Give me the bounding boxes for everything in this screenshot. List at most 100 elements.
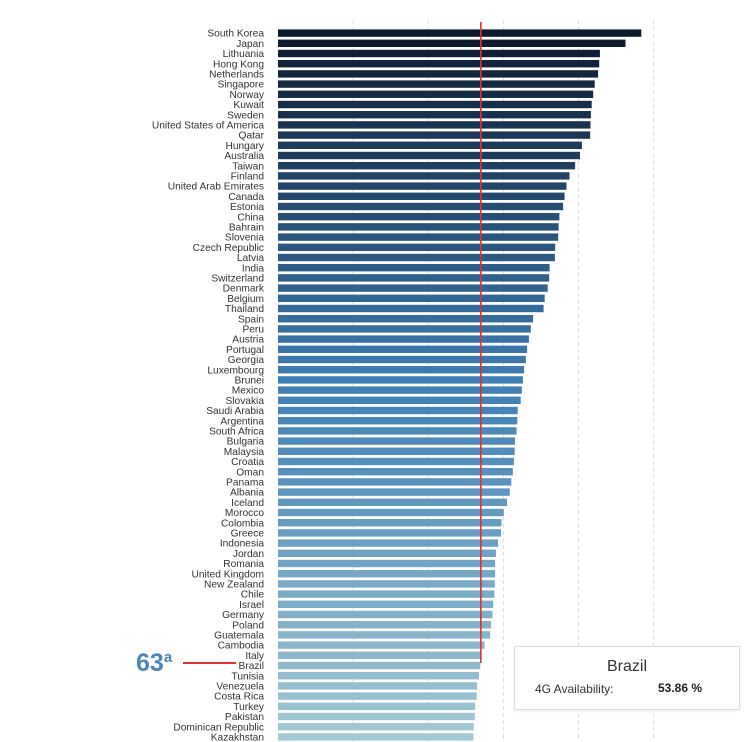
bar[interactable] xyxy=(278,508,504,517)
rank-pointer-line xyxy=(183,662,236,664)
bar[interactable] xyxy=(278,723,474,731)
bar[interactable] xyxy=(278,100,592,109)
bar[interactable] xyxy=(278,141,582,149)
bar[interactable] xyxy=(278,417,518,425)
bar[interactable] xyxy=(278,661,481,670)
bar[interactable] xyxy=(278,692,477,700)
bar[interactable] xyxy=(278,396,521,404)
bar[interactable] xyxy=(278,121,591,129)
bar[interactable] xyxy=(278,457,514,466)
bar[interactable] xyxy=(278,345,528,353)
bar[interactable] xyxy=(278,151,580,160)
bar[interactable] xyxy=(278,284,548,292)
bar[interactable] xyxy=(278,253,555,262)
bar[interactable] xyxy=(278,519,502,527)
bar[interactable] xyxy=(278,264,550,272)
category-label: Saudi Arabia xyxy=(206,406,264,417)
bar[interactable] xyxy=(278,355,526,364)
category-label: United Kingdom xyxy=(192,569,265,580)
category-label: Qatar xyxy=(239,131,265,142)
bar[interactable] xyxy=(278,406,518,415)
category-label: Luxembourg xyxy=(207,365,264,376)
category-label: Hungary xyxy=(225,141,264,152)
category-label: Guatemala xyxy=(214,631,264,642)
bar[interactable] xyxy=(278,233,559,241)
bar[interactable] xyxy=(278,386,522,394)
category-label: Slovakia xyxy=(225,396,264,407)
bar[interactable] xyxy=(278,733,474,741)
bar[interactable] xyxy=(278,335,529,343)
bar[interactable] xyxy=(278,529,502,537)
category-label: Malaysia xyxy=(224,447,265,458)
bar[interactable] xyxy=(278,580,495,588)
bar[interactable] xyxy=(278,315,534,323)
bar[interactable] xyxy=(278,304,544,313)
bar[interactable] xyxy=(278,192,565,200)
bar[interactable] xyxy=(278,447,515,455)
bar[interactable] xyxy=(278,712,475,721)
bar[interactable] xyxy=(278,539,499,547)
bar[interactable] xyxy=(278,478,512,486)
category-label: Finland xyxy=(231,172,265,183)
category-label: Indonesia xyxy=(220,539,265,550)
bar[interactable] xyxy=(278,610,493,619)
category-label: Latvia xyxy=(237,253,265,264)
bar[interactable] xyxy=(278,325,531,333)
bar[interactable] xyxy=(278,90,594,98)
tooltip-title: Brazil xyxy=(606,658,647,675)
category-label: Taiwan xyxy=(232,161,264,172)
bar[interactable] xyxy=(278,131,591,139)
bar[interactable] xyxy=(278,274,550,282)
bar[interactable] xyxy=(278,294,545,302)
bar[interactable] xyxy=(278,600,494,608)
bar[interactable] xyxy=(278,213,560,221)
bar[interactable] xyxy=(278,182,567,190)
bar[interactable] xyxy=(278,49,600,58)
category-label: Belgium xyxy=(227,294,264,305)
bar[interactable] xyxy=(278,621,491,629)
rank-suffix: a xyxy=(163,649,173,666)
bar[interactable] xyxy=(278,498,508,506)
category-label: South Africa xyxy=(209,427,264,438)
bar[interactable] xyxy=(278,702,476,710)
bar[interactable] xyxy=(278,549,496,557)
bar[interactable] xyxy=(278,366,525,374)
category-label: Venezuela xyxy=(216,682,264,693)
bar[interactable] xyxy=(278,641,485,649)
bar[interactable] xyxy=(278,39,626,47)
bar[interactable] xyxy=(278,29,642,37)
bar[interactable] xyxy=(278,651,481,659)
bar[interactable] xyxy=(278,672,479,680)
category-label: United States of America xyxy=(152,121,264,132)
category-label: Norway xyxy=(229,90,264,101)
category-label: New Zealand xyxy=(204,580,264,591)
bar[interactable] xyxy=(278,682,478,690)
category-label: Thailand xyxy=(225,304,264,315)
category-label: Switzerland xyxy=(211,274,264,285)
bar[interactable] xyxy=(278,111,591,119)
category-label: Japan xyxy=(236,39,264,50)
category-label: Poland xyxy=(232,620,264,631)
category-label: Argentina xyxy=(220,416,264,427)
bar[interactable] xyxy=(278,570,496,578)
bar[interactable] xyxy=(278,202,564,211)
bar[interactable] xyxy=(278,243,556,251)
bar[interactable] xyxy=(278,70,599,78)
bar[interactable] xyxy=(278,80,595,88)
bar[interactable] xyxy=(278,172,570,180)
bar[interactable] xyxy=(278,468,513,476)
bar[interactable] xyxy=(278,488,510,496)
bar[interactable] xyxy=(278,427,517,435)
bar[interactable] xyxy=(278,60,600,68)
bar[interactable] xyxy=(278,559,496,568)
bar[interactable] xyxy=(278,162,576,170)
bar[interactable] xyxy=(278,223,559,231)
bar[interactable] xyxy=(278,590,495,598)
bar[interactable] xyxy=(278,631,491,639)
category-label: Turkey xyxy=(233,702,265,713)
bar[interactable] xyxy=(278,437,515,445)
category-label: Morocco xyxy=(225,508,264,519)
bar[interactable] xyxy=(278,376,523,384)
category-label: Brazil xyxy=(239,661,264,672)
category-label: Italy xyxy=(245,651,265,662)
